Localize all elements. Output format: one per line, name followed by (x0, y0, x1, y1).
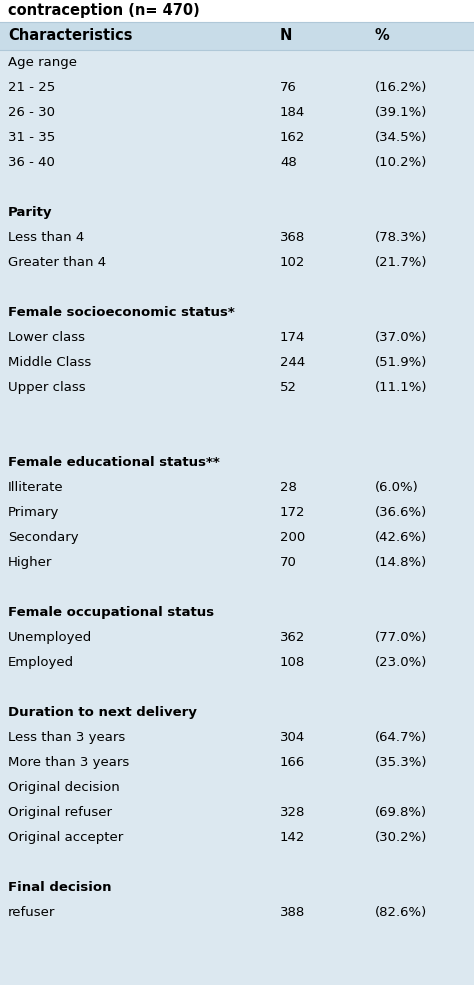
Text: (69.8%): (69.8%) (375, 806, 427, 819)
Text: 76: 76 (280, 81, 297, 94)
Text: (51.9%): (51.9%) (375, 356, 428, 369)
Text: 244: 244 (280, 356, 305, 369)
Text: Characteristics: Characteristics (8, 29, 133, 43)
Text: (77.0%): (77.0%) (375, 631, 428, 644)
Text: 328: 328 (280, 806, 305, 819)
Text: (34.5%): (34.5%) (375, 131, 428, 144)
Text: Primary: Primary (8, 506, 59, 519)
Text: 172: 172 (280, 506, 306, 519)
Text: (78.3%): (78.3%) (375, 231, 428, 244)
Text: Female socioeconomic status*: Female socioeconomic status* (8, 306, 235, 319)
Text: Middle Class: Middle Class (8, 356, 91, 369)
Text: 108: 108 (280, 656, 305, 669)
Text: 36 - 40: 36 - 40 (8, 156, 55, 169)
Bar (0, 22, 474, 50)
Text: Unemployed: Unemployed (8, 631, 92, 644)
Text: 31 - 35: 31 - 35 (8, 131, 55, 144)
Text: (21.7%): (21.7%) (375, 256, 428, 269)
Text: (6.0%): (6.0%) (375, 481, 419, 494)
Text: Higher: Higher (8, 556, 52, 569)
Text: Illiterate: Illiterate (8, 481, 64, 494)
Text: 368: 368 (280, 231, 305, 244)
Text: (10.2%): (10.2%) (375, 156, 428, 169)
Text: More than 3 years: More than 3 years (8, 756, 129, 769)
Text: 142: 142 (280, 831, 305, 844)
Text: 166: 166 (280, 756, 305, 769)
Text: 26 - 30: 26 - 30 (8, 106, 55, 119)
Text: Less than 4: Less than 4 (8, 231, 84, 244)
Text: (42.6%): (42.6%) (375, 531, 427, 544)
Text: 162: 162 (280, 131, 305, 144)
Text: (37.0%): (37.0%) (375, 331, 428, 344)
Text: %: % (375, 29, 390, 43)
Text: Lower class: Lower class (8, 331, 85, 344)
Text: Duration to next delivery: Duration to next delivery (8, 706, 197, 719)
Text: 70: 70 (280, 556, 297, 569)
Text: (14.8%): (14.8%) (375, 556, 427, 569)
Text: Employed: Employed (8, 656, 74, 669)
Text: (11.1%): (11.1%) (375, 381, 428, 394)
Text: Upper class: Upper class (8, 381, 86, 394)
Text: 388: 388 (280, 906, 305, 919)
Text: 200: 200 (280, 531, 305, 544)
Text: 48: 48 (280, 156, 297, 169)
Text: Female occupational status: Female occupational status (8, 606, 214, 619)
Text: 102: 102 (280, 256, 305, 269)
Text: Female educational status**: Female educational status** (8, 456, 220, 469)
Text: Less than 3 years: Less than 3 years (8, 731, 125, 744)
Text: (30.2%): (30.2%) (375, 831, 428, 844)
Text: 362: 362 (280, 631, 305, 644)
Text: (35.3%): (35.3%) (375, 756, 428, 769)
Text: Original decision: Original decision (8, 781, 120, 794)
Text: (23.0%): (23.0%) (375, 656, 428, 669)
Text: 28: 28 (280, 481, 297, 494)
Text: N: N (280, 29, 292, 43)
Text: 304: 304 (280, 731, 305, 744)
Text: 21 - 25: 21 - 25 (8, 81, 55, 94)
Text: 174: 174 (280, 331, 305, 344)
Text: Final decision: Final decision (8, 881, 111, 894)
Text: Original accepter: Original accepter (8, 831, 123, 844)
Text: Age range: Age range (8, 56, 77, 69)
Text: 184: 184 (280, 106, 305, 119)
Text: (82.6%): (82.6%) (375, 906, 427, 919)
Text: (16.2%): (16.2%) (375, 81, 428, 94)
Text: refuser: refuser (8, 906, 55, 919)
Text: Parity: Parity (8, 206, 53, 219)
Text: contraception (n= 470): contraception (n= 470) (8, 4, 200, 19)
Text: Greater than 4: Greater than 4 (8, 256, 106, 269)
Text: (39.1%): (39.1%) (375, 106, 428, 119)
Bar (0, 0, 474, 22)
Text: (36.6%): (36.6%) (375, 506, 427, 519)
Text: 52: 52 (280, 381, 297, 394)
Text: Secondary: Secondary (8, 531, 79, 544)
Text: Original refuser: Original refuser (8, 806, 112, 819)
Text: (64.7%): (64.7%) (375, 731, 427, 744)
